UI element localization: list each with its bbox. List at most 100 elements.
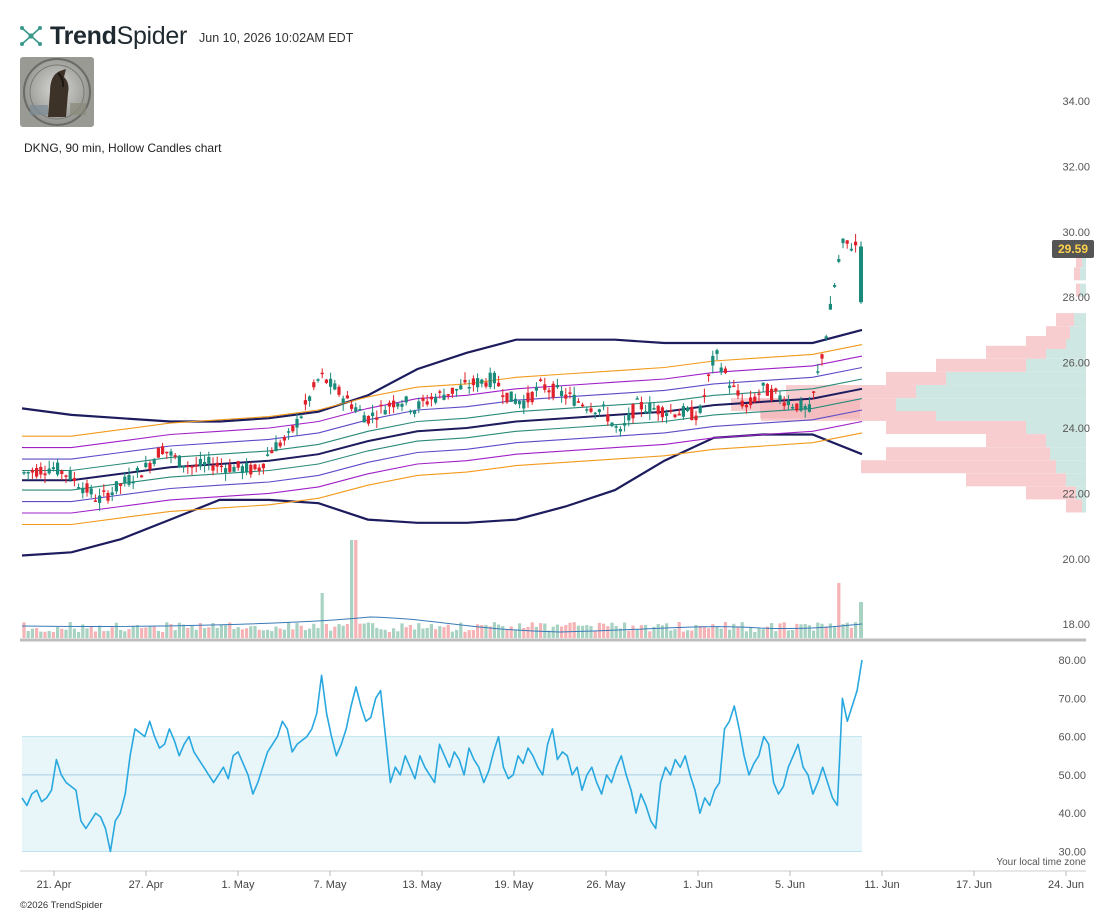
volume-bar <box>316 628 320 638</box>
candle-up <box>383 410 387 415</box>
rsi-pane[interactable] <box>21 659 863 853</box>
volume-bar <box>450 631 454 638</box>
candle-up <box>786 400 790 406</box>
volume-bar <box>480 625 484 638</box>
volume-bar <box>530 622 534 638</box>
time-tick-label: 27. Apr <box>129 879 164 891</box>
volume-bar <box>484 624 488 638</box>
volume-bar <box>803 623 807 638</box>
candle-up <box>299 416 303 419</box>
candles[interactable] <box>22 233 863 511</box>
volume-bar <box>669 630 673 638</box>
candle-up <box>224 468 228 473</box>
volume-bar <box>429 624 433 638</box>
candle-up <box>127 474 131 485</box>
volume-bar <box>144 627 148 638</box>
profile-bar-down <box>966 473 1066 487</box>
volume-bar <box>379 629 383 638</box>
price-tick-label: 28.00 <box>1062 292 1090 304</box>
volume-bar <box>833 627 837 638</box>
candle-up <box>266 454 270 456</box>
candle-up <box>833 285 837 287</box>
candle-up <box>68 470 72 480</box>
volume-bar <box>715 626 719 638</box>
volume-bar <box>266 629 270 638</box>
candle-down <box>795 403 799 411</box>
volume-bar <box>534 626 538 638</box>
volume-bar <box>345 624 349 638</box>
orange-lower-band <box>22 432 863 526</box>
time-tick-label: 19. May <box>494 879 534 891</box>
volume-bar <box>648 631 652 638</box>
volume-bar <box>859 602 863 638</box>
volume-bar <box>43 631 47 638</box>
candle-down <box>211 465 215 471</box>
candle-down <box>312 382 316 388</box>
candle-up <box>492 372 496 384</box>
candle-up <box>644 411 648 413</box>
candle-up <box>81 487 85 494</box>
volume-bar <box>375 627 379 638</box>
volume-bar <box>333 626 337 638</box>
candle-down <box>820 354 824 359</box>
volume-bar <box>707 628 711 638</box>
candle-up <box>358 409 362 411</box>
candle-up <box>240 466 244 474</box>
candle-down <box>551 383 555 398</box>
volume-bar <box>106 630 110 638</box>
candle-down <box>39 466 43 475</box>
volume-bar <box>417 623 421 638</box>
volume-bar <box>421 628 425 638</box>
volume-bar <box>169 624 173 638</box>
candle-up <box>614 426 618 428</box>
brand-name: TrendSpider <box>50 21 188 50</box>
candle-up <box>480 379 484 384</box>
profile-bar-down <box>1076 254 1082 268</box>
price-axis: 34.00 32.00 30.00 28.00 26.00 24.00 22.00 20.00… <box>1062 96 1090 631</box>
candle-down <box>757 393 761 395</box>
time-axis: 21. Apr 27. Apr 1. May 7. May 13. May 19. May… <box>37 871 1084 891</box>
candle-up <box>51 467 55 470</box>
candle-up <box>597 409 601 413</box>
volume-bar <box>274 626 278 638</box>
volume-bar <box>677 622 681 638</box>
volume-bar <box>434 629 438 638</box>
volume-bar <box>581 625 585 638</box>
candle-down <box>379 404 383 407</box>
candle-up <box>665 413 669 416</box>
candle-up <box>585 409 589 411</box>
candle-down <box>463 379 467 383</box>
candle-up <box>509 391 513 402</box>
volume-bar <box>539 623 543 638</box>
volume-bar <box>828 623 832 638</box>
volume-bar <box>786 630 790 638</box>
teal-upper-band <box>22 378 863 472</box>
volume-bar <box>203 628 207 638</box>
candle-up <box>198 459 202 467</box>
candle-down <box>564 394 568 399</box>
candle-down <box>85 483 89 493</box>
candle-down <box>669 410 673 412</box>
profile-bar-up <box>1070 326 1086 340</box>
candle-down <box>656 405 660 415</box>
candle-up <box>131 481 135 484</box>
profile-bar-up <box>1082 254 1086 268</box>
volume-profile <box>731 254 1086 513</box>
profile-bar-up <box>916 385 1086 399</box>
volume-bar <box>245 628 249 638</box>
candle-up <box>555 384 559 388</box>
volume-bar <box>383 629 387 638</box>
candle-up <box>89 488 93 495</box>
volume-bar <box>694 624 698 638</box>
candle-up <box>837 259 841 262</box>
copyright-footer: ©2026 TrendSpider <box>20 900 103 911</box>
profile-bar-up <box>946 371 1086 385</box>
volume-bar <box>413 629 417 638</box>
volume-bar <box>711 624 715 638</box>
time-tick-label: 1. Jun <box>683 879 713 891</box>
trendspider-logo-icon <box>20 26 42 46</box>
candle-down <box>345 395 349 399</box>
profile-bar-down <box>1026 486 1076 500</box>
outer-lower-band <box>21 433 863 557</box>
